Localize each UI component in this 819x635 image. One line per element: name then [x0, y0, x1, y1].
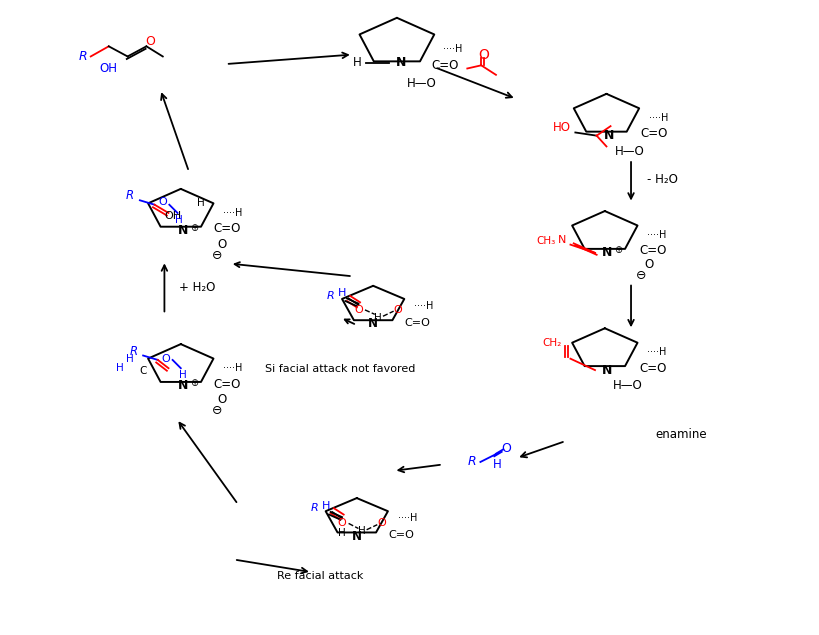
- Text: H: H: [126, 354, 133, 364]
- Text: - H₂O: - H₂O: [647, 173, 677, 186]
- Text: + H₂O: + H₂O: [179, 281, 215, 293]
- Text: H—O: H—O: [406, 77, 436, 90]
- Text: H: H: [115, 363, 123, 373]
- Text: R: R: [78, 50, 87, 63]
- Text: enamine: enamine: [654, 428, 706, 441]
- Text: CH₂: CH₂: [541, 338, 561, 348]
- Text: R: R: [129, 345, 138, 358]
- Text: N: N: [351, 530, 361, 542]
- Text: H—O: H—O: [613, 145, 644, 158]
- Text: ····H: ····H: [647, 347, 666, 358]
- Text: ····H: ····H: [442, 44, 462, 55]
- Text: N: N: [601, 246, 612, 259]
- Text: O: O: [158, 197, 167, 207]
- Text: N: N: [368, 318, 378, 330]
- Text: O: O: [377, 518, 385, 528]
- Text: N: N: [601, 364, 612, 377]
- Text: H—O: H—O: [612, 380, 642, 392]
- Text: H: H: [357, 526, 365, 536]
- Text: H: H: [491, 458, 500, 471]
- Text: O: O: [146, 35, 156, 48]
- Text: R: R: [126, 189, 134, 203]
- Text: ⊕: ⊕: [189, 378, 197, 388]
- Text: N: N: [603, 129, 613, 142]
- Text: Si facial attack not favored: Si facial attack not favored: [265, 364, 415, 375]
- Text: ····H: ····H: [649, 113, 667, 123]
- Text: CH₃: CH₃: [536, 236, 555, 246]
- Text: ····H: ····H: [223, 363, 242, 373]
- Text: C=O: C=O: [387, 530, 414, 540]
- Text: H: H: [337, 288, 346, 298]
- Text: ⊕: ⊕: [189, 222, 197, 232]
- Text: O: O: [217, 393, 227, 406]
- Text: R: R: [310, 503, 318, 513]
- Text: ⊖: ⊖: [211, 249, 222, 262]
- Text: C=O: C=O: [431, 60, 458, 72]
- Text: C=O: C=O: [213, 378, 241, 391]
- Text: C=O: C=O: [404, 318, 430, 328]
- Text: H: H: [353, 57, 361, 69]
- Text: O: O: [644, 258, 653, 271]
- Text: H: H: [321, 500, 329, 511]
- Text: N: N: [178, 380, 188, 392]
- Text: O: O: [393, 305, 401, 315]
- Text: O: O: [217, 238, 227, 251]
- Text: H: H: [373, 312, 382, 323]
- Text: ····H: ····H: [647, 230, 666, 240]
- Text: ····H: ····H: [223, 208, 242, 218]
- Text: OH: OH: [100, 62, 118, 75]
- Text: C=O: C=O: [640, 127, 667, 140]
- Text: ····H: ····H: [397, 513, 417, 523]
- Text: C=O: C=O: [639, 244, 666, 257]
- Text: ⊖: ⊖: [636, 269, 645, 281]
- Text: N: N: [178, 224, 188, 237]
- Text: ⊖: ⊖: [211, 404, 222, 417]
- Text: R: R: [468, 455, 476, 469]
- Text: N: N: [558, 234, 566, 244]
- Text: ⊕: ⊕: [613, 244, 622, 255]
- Text: OH: OH: [164, 211, 181, 221]
- Text: H: H: [179, 370, 186, 380]
- Text: O: O: [337, 518, 346, 528]
- Text: HO: HO: [552, 121, 570, 134]
- Text: O: O: [477, 48, 488, 62]
- Text: N: N: [396, 57, 405, 69]
- Text: O: O: [161, 354, 170, 364]
- Text: Re facial attack: Re facial attack: [277, 571, 363, 581]
- Text: H: H: [175, 215, 183, 225]
- Text: C=O: C=O: [639, 362, 666, 375]
- Text: O: O: [354, 305, 362, 315]
- Text: H: H: [197, 199, 205, 208]
- Text: O: O: [500, 442, 510, 455]
- Text: C: C: [139, 366, 147, 377]
- Text: C=O: C=O: [213, 222, 241, 236]
- Text: ····H: ····H: [414, 301, 433, 311]
- Text: H: H: [337, 528, 346, 538]
- Text: R: R: [326, 291, 334, 301]
